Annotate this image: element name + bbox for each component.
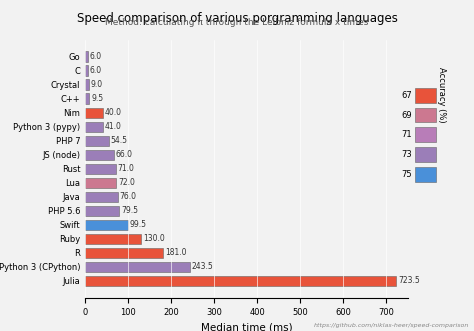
Bar [85,261,190,272]
Bar [85,108,102,118]
Bar [85,234,141,244]
Text: 72.0: 72.0 [118,178,135,187]
Text: 99.5: 99.5 [130,220,147,229]
Text: 76.0: 76.0 [120,192,137,201]
X-axis label: Median time (ms): Median time (ms) [201,322,292,331]
Bar [85,79,89,90]
Bar [85,248,163,258]
Bar [85,93,90,104]
Text: 66.0: 66.0 [115,150,132,159]
Text: 54.5: 54.5 [110,136,128,145]
Text: 69: 69 [402,111,412,119]
Bar [85,276,396,286]
Bar [85,192,118,202]
Bar [85,150,114,160]
Bar [85,164,116,174]
Text: Speed comparison of various porgramming languages: Speed comparison of various porgramming … [77,12,397,24]
Text: 71: 71 [402,130,412,139]
Text: Accuracy (%): Accuracy (%) [438,67,446,123]
Text: 130.0: 130.0 [143,234,164,243]
Text: 9.5: 9.5 [91,94,103,103]
Bar [85,51,88,62]
Text: 181.0: 181.0 [165,248,186,258]
Text: 71.0: 71.0 [118,164,135,173]
Text: https://github.com/niklas-heer/speed-comparison: https://github.com/niklas-heer/speed-com… [314,323,469,328]
Text: 6.0: 6.0 [90,66,102,75]
Bar [85,206,119,216]
Text: 723.5: 723.5 [398,276,419,285]
Text: 9.0: 9.0 [91,80,103,89]
Text: 73: 73 [401,150,412,159]
Text: 41.0: 41.0 [105,122,121,131]
Text: 243.5: 243.5 [191,262,213,271]
Bar [85,219,128,230]
Text: 79.5: 79.5 [121,206,138,215]
Text: 40.0: 40.0 [104,108,121,117]
Text: 75: 75 [402,170,412,179]
Bar [85,177,116,188]
Text: Method: calculating π through the Leibniz formula x times: Method: calculating π through the Leibni… [105,18,369,27]
Text: 6.0: 6.0 [90,52,102,61]
Bar [85,66,88,76]
Bar [85,135,109,146]
Bar [85,121,103,132]
Text: 67: 67 [401,91,412,100]
